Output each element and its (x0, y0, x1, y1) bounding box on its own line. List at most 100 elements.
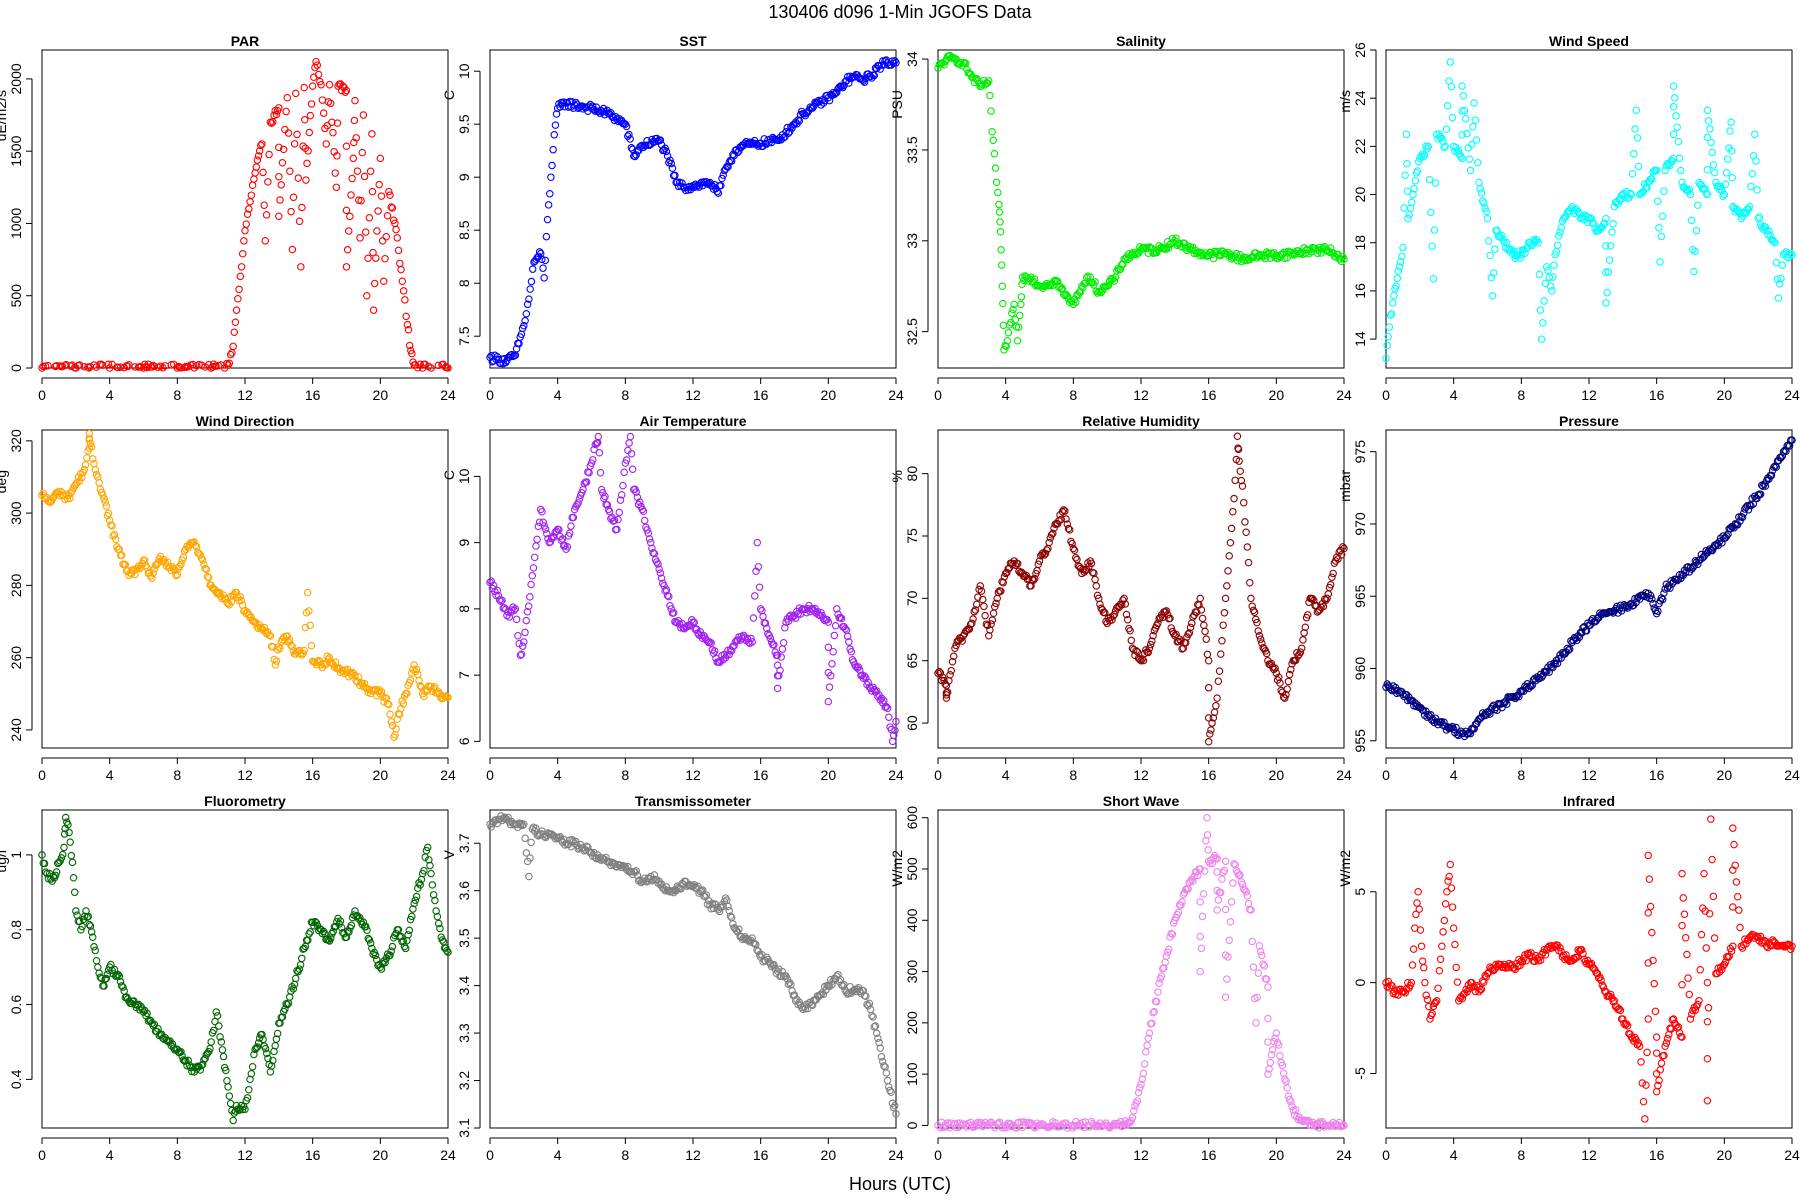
data-point (247, 191, 256, 199)
data-point (337, 923, 346, 932)
data-point (962, 627, 970, 635)
y-tick-label: 280 (8, 573, 24, 597)
data-point (1410, 184, 1418, 193)
data-point (411, 896, 420, 904)
data-point (246, 1075, 254, 1084)
x-tick-label: 0 (38, 767, 46, 783)
data-point (238, 250, 247, 258)
data-point (1444, 877, 1452, 885)
data-point (1404, 696, 1412, 705)
data-point (1684, 187, 1692, 195)
data-point (1168, 930, 1177, 939)
data-point (1631, 594, 1639, 603)
data-point (1703, 133, 1712, 142)
data-point (1403, 159, 1411, 168)
data-point (174, 564, 183, 572)
data-point (1104, 1122, 1113, 1131)
data-point (237, 596, 246, 605)
data-point (304, 147, 312, 155)
data-point (1272, 669, 1281, 677)
data-point (236, 593, 244, 601)
data-point (1702, 189, 1710, 198)
data-point (644, 529, 653, 537)
data-point (1308, 594, 1317, 603)
data-point (764, 955, 772, 964)
data-point (547, 173, 555, 181)
data-point (1498, 231, 1506, 240)
data-point (1276, 1052, 1284, 1060)
data-point (420, 692, 428, 701)
data-point (266, 632, 275, 640)
data-point (1408, 198, 1416, 207)
y-tick-label: 1000 (8, 208, 24, 239)
data-point (1488, 291, 1497, 300)
data-point (620, 468, 628, 477)
data-point (1227, 898, 1236, 906)
data-point (859, 77, 868, 85)
data-point (487, 577, 495, 585)
data-point (1203, 831, 1212, 839)
data-point (526, 854, 534, 862)
data-point (514, 631, 522, 640)
data-point (443, 946, 451, 955)
data-point (265, 150, 273, 159)
data-point (1092, 582, 1101, 590)
data-point (1059, 290, 1068, 299)
data-point (981, 611, 989, 620)
data-point (1256, 947, 1265, 956)
data-point (273, 1029, 282, 1038)
data-point (1471, 116, 1479, 125)
data-point (1764, 943, 1772, 952)
data-point (994, 188, 1002, 197)
data-point (1144, 648, 1153, 657)
y-tick-label: 7.5 (456, 326, 472, 346)
data-point (1648, 928, 1656, 937)
data-point (443, 363, 451, 372)
data-point (1643, 1048, 1651, 1057)
data-point (296, 649, 305, 658)
data-point (1256, 635, 1265, 644)
data-point (1768, 936, 1777, 944)
data-point (346, 212, 354, 221)
y-tick-label: 6 (456, 737, 472, 745)
data-point (253, 623, 261, 631)
data-point (1458, 154, 1466, 163)
data-point (1607, 990, 1615, 999)
plot-frame (937, 429, 1345, 749)
data-point (969, 615, 977, 623)
data-point (1510, 964, 1518, 972)
data-point (1451, 940, 1459, 949)
data-point (288, 642, 296, 651)
data-point (662, 147, 671, 156)
data-point (417, 875, 426, 884)
data-point (1513, 691, 1522, 700)
data-point (43, 869, 51, 878)
data-point (746, 639, 754, 647)
data-point (1673, 123, 1681, 132)
data-point (1510, 692, 1518, 701)
data-point (323, 935, 331, 943)
panel-title: Wind Speed (1549, 33, 1629, 49)
data-point (297, 263, 305, 271)
data-point (1258, 951, 1266, 960)
data-point (516, 651, 525, 659)
data-point (84, 912, 92, 921)
y-tick-label: 400 (904, 908, 920, 932)
data-point (865, 999, 874, 1008)
data-point (235, 596, 243, 605)
data-point (415, 676, 423, 685)
data-point (172, 571, 180, 580)
data-point (92, 470, 101, 479)
data-point (1178, 898, 1186, 906)
data-point (405, 926, 414, 935)
data-point (66, 494, 74, 503)
panel-title: Air Temperature (639, 413, 746, 429)
data-point (548, 161, 556, 170)
data-point (499, 814, 508, 823)
data-point (257, 1030, 265, 1039)
data-point (750, 592, 759, 600)
data-point (269, 1056, 277, 1065)
data-point (329, 128, 337, 137)
